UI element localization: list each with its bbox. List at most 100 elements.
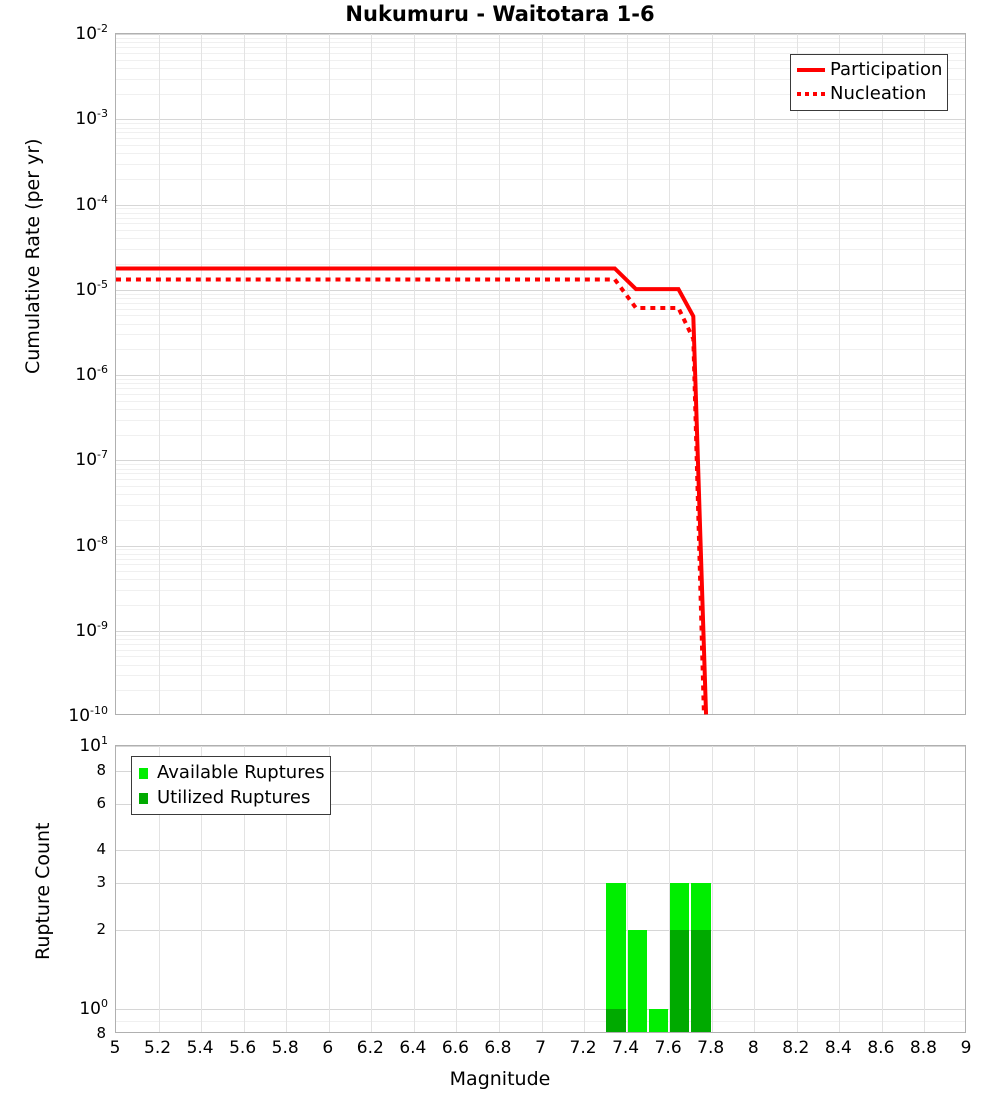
legend-row: Available Ruptures <box>137 760 325 785</box>
y-tick-label-rupture-count: 4 <box>96 840 106 859</box>
gridline-minor-horizontal <box>116 383 965 385</box>
gridline-minor-horizontal <box>116 558 965 560</box>
gridline-minor-horizontal <box>116 639 965 640</box>
gridline-vertical <box>413 746 415 1032</box>
mfd-curves <box>116 266 709 715</box>
gridline-minor-horizontal <box>116 649 965 651</box>
gridline-vertical <box>371 34 373 714</box>
x-tick-label-magnitude: 5 <box>109 1038 121 1058</box>
gridline-vertical <box>541 34 543 714</box>
gridline-minor-horizontal <box>116 519 965 521</box>
gridline-minor-horizontal <box>116 47 965 49</box>
gridline-vertical <box>541 746 543 1032</box>
gridline-vertical <box>243 34 245 714</box>
available-ruptures-swatch <box>139 767 148 779</box>
gridline-minor-horizontal <box>116 264 965 266</box>
y-tick-label-cumulative-rate: 10-7 <box>75 448 108 471</box>
gridline-minor-horizontal <box>116 153 965 155</box>
legend-label: Participation <box>830 59 943 80</box>
gridline-minor-horizontal <box>116 93 965 95</box>
gridline-minor-horizontal <box>116 138 965 140</box>
mfd-legend: Participation Nucleation <box>790 54 949 111</box>
utilized-ruptures-swatch <box>139 792 148 804</box>
legend-key-swatch <box>137 791 153 805</box>
gridline-minor-horizontal <box>116 230 965 232</box>
rupture-count-plot-area <box>116 746 965 1032</box>
gridline-minor-horizontal <box>116 52 965 54</box>
y-tick-label-cumulative-rate: 10-5 <box>75 277 108 300</box>
gridline-minor-horizontal <box>116 144 965 146</box>
gridline-major-horizontal <box>116 460 965 462</box>
y-tick-label-rupture-count: 101 <box>79 734 108 756</box>
gridline-major-horizontal <box>116 850 965 852</box>
cumulative-rate-plot-area <box>116 34 965 714</box>
bar-utilized-ruptures <box>691 929 711 1032</box>
x-tick-label-magnitude: 7.6 <box>654 1038 682 1058</box>
gridline-major-horizontal <box>116 119 965 121</box>
gridline-minor-horizontal <box>116 419 965 421</box>
gridline-minor-horizontal <box>116 664 965 666</box>
gridline-minor-horizontal <box>116 590 965 592</box>
gridline-minor-horizontal <box>116 334 965 336</box>
gridline-minor-horizontal <box>116 675 965 677</box>
gridline-minor-horizontal <box>116 504 965 506</box>
gridline-vertical <box>669 34 671 714</box>
gridline-vertical <box>456 34 458 714</box>
gridline-major-horizontal <box>116 289 965 291</box>
legend-row: Nucleation <box>796 82 942 106</box>
legend-key-swatch <box>137 766 153 780</box>
legend-row: Utilized Ruptures <box>137 785 325 810</box>
y-tick-label-cumulative-rate: 10-3 <box>75 107 108 130</box>
solid-line-swatch <box>797 68 825 72</box>
gridline-vertical <box>839 746 841 1032</box>
gridline-minor-horizontal <box>116 37 965 39</box>
series-line-participation <box>116 266 709 715</box>
x-tick-label-magnitude: 7.4 <box>612 1038 640 1058</box>
gridline-minor-horizontal <box>116 479 965 481</box>
gridline-vertical <box>839 34 841 714</box>
x-tick-label-magnitude: 8.8 <box>909 1038 937 1058</box>
y-tick-label-cumulative-rate: 10-10 <box>68 704 108 726</box>
gridline-major-horizontal <box>116 804 965 806</box>
gridline-minor-horizontal <box>116 238 965 240</box>
gridline-vertical <box>286 746 288 1032</box>
gridline-minor-horizontal <box>116 388 965 390</box>
x-tick-label-magnitude: 7 <box>535 1038 546 1058</box>
gridline-minor-horizontal <box>116 127 965 129</box>
gridline-minor-horizontal <box>116 393 965 395</box>
gridline-vertical <box>158 34 160 714</box>
y-tick-label-rupture-count: 2 <box>96 919 106 938</box>
gridline-vertical <box>796 746 798 1032</box>
gridline-vertical <box>371 746 373 1032</box>
legend-key-dotted <box>796 87 826 101</box>
x-tick-label-magnitude: 8.2 <box>782 1038 810 1058</box>
y-tick-label-cumulative-rate: 10-4 <box>75 192 108 215</box>
gridline-minor-horizontal <box>116 302 965 304</box>
gridline-minor-horizontal <box>116 494 965 496</box>
gridline-vertical <box>328 34 330 714</box>
gridline-minor-horizontal <box>116 42 965 44</box>
gridline-major-horizontal <box>116 204 965 206</box>
gridline-minor-horizontal <box>116 223 965 225</box>
gridline-vertical <box>754 34 756 714</box>
x-tick-label-magnitude: 5.8 <box>271 1038 299 1058</box>
gridline-vertical <box>626 34 628 714</box>
gridline-minor-horizontal <box>116 564 965 566</box>
gridline-vertical <box>584 34 586 714</box>
gridline-minor-horizontal <box>116 468 965 470</box>
legend-row: Participation <box>796 58 942 82</box>
gridline-minor-horizontal <box>116 690 965 692</box>
gridline-vertical <box>584 746 586 1032</box>
gridline-vertical <box>924 746 926 1032</box>
gridline-vertical <box>796 34 798 714</box>
rupture-bars <box>116 746 965 1032</box>
gridline-minor-horizontal <box>116 178 965 180</box>
series-line-nucleation <box>116 277 706 715</box>
gridline-minor-horizontal <box>116 212 965 214</box>
gridline-vertical <box>881 746 883 1032</box>
gridline-minor-horizontal <box>116 464 965 466</box>
bar-utilized-ruptures <box>606 1008 626 1032</box>
y-tick-label-cumulative-rate: 10-6 <box>75 363 108 385</box>
gridline-minor-horizontal <box>116 643 965 645</box>
